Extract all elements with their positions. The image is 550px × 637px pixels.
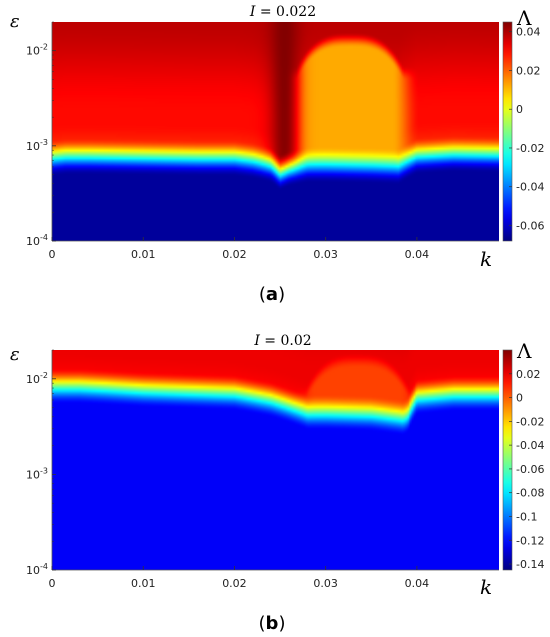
y-tick-label: 10-4: [26, 562, 48, 577]
colorbar-label-b: Λ: [516, 339, 532, 363]
y-tick-label: 10-2: [26, 43, 48, 58]
x-tick-label: 0.04: [405, 248, 430, 261]
y-tick-label: 10-2: [26, 371, 48, 386]
colorbar-tick-label: -0.02: [516, 415, 544, 428]
caption-b: (b): [259, 613, 286, 634]
colorbar-tick-label: -0.06: [516, 463, 544, 476]
colorbar-tick-label: -0.08: [516, 487, 544, 500]
colorbar-label-a: Λ: [516, 6, 532, 30]
colorbar-tick-label: 0.02: [516, 64, 541, 77]
title-a: I = 0.022: [249, 4, 316, 20]
colorbar-tick-label: -0.1: [516, 510, 537, 523]
ylabel-a: ε: [10, 11, 20, 32]
x-tick-label: 0.01: [131, 248, 156, 261]
colorbar-tick-label: -0.04: [516, 439, 544, 452]
colorbar-tick-label: -0.12: [516, 534, 544, 547]
heatmap-image: [52, 350, 499, 570]
x-tick-label: 0: [49, 248, 56, 261]
x-tick-label: 0: [49, 577, 56, 590]
colorbar-tick-label: -0.04: [516, 181, 544, 194]
x-tick-label: 0.02: [222, 248, 247, 261]
heatmap-image: [52, 22, 499, 241]
x-tick-label: 0.03: [313, 577, 338, 590]
x-tick-label: 0.02: [222, 577, 247, 590]
colorbar: [502, 349, 513, 571]
x-tick-label: 0.03: [313, 248, 338, 261]
x-tick-label: 0.04: [405, 577, 430, 590]
colorbar-tick-label: -0.14: [516, 558, 544, 571]
colorbar-tick-label: 0.04: [516, 26, 541, 39]
colorbar-tick-label: -0.06: [516, 219, 544, 232]
panel-a: ε I = 0.022 k Λ (a) 0 0.01 0.02 0.03 0.04 10-…: [10, 4, 544, 305]
xlabel-b: k: [480, 575, 492, 599]
colorbar-tick-label: 0: [516, 103, 523, 116]
x-tick-label: 0.01: [131, 577, 156, 590]
colorbar-tick-label: 0: [516, 392, 523, 405]
colorbar: [502, 21, 513, 242]
colorbar-tick-label: 0.02: [516, 368, 541, 381]
y-tick-label: 10-3: [26, 466, 48, 481]
xlabel-a: k: [480, 247, 492, 271]
ylabel-b: ε: [10, 344, 20, 365]
colorbar-tick-label: -0.02: [516, 142, 544, 155]
y-tick-label: 10-3: [26, 138, 48, 153]
title-b: I = 0.02: [253, 333, 311, 349]
y-tick-label: 10-4: [26, 233, 48, 248]
caption-a: (a): [259, 284, 285, 305]
panel-b: ε I = 0.02 k Λ (b) 0 0.01 0.02 0.03 0.04 10-4…: [10, 333, 544, 634]
